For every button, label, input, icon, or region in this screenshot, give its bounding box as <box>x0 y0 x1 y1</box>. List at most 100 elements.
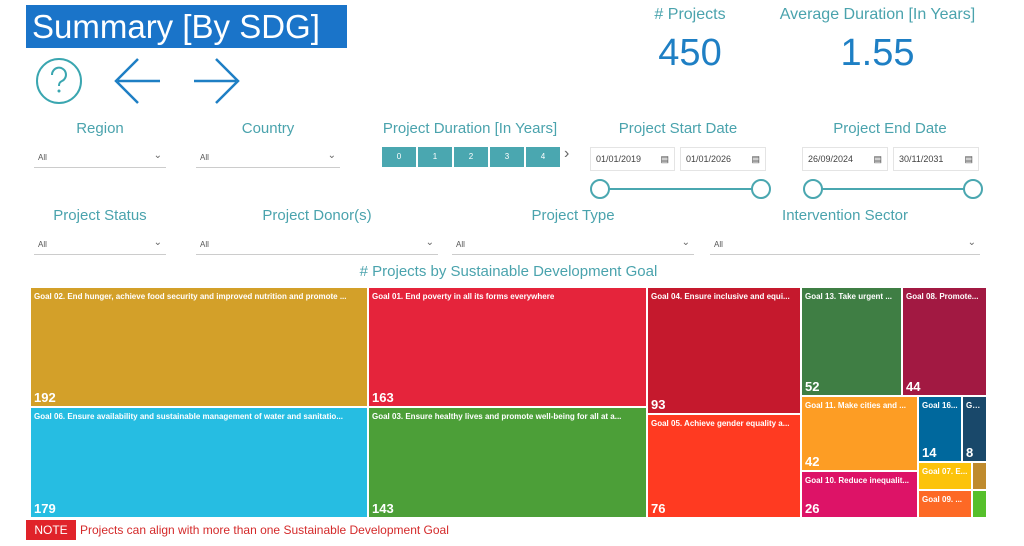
start-date-to[interactable]: 01/01/2026 ▤ <box>680 147 766 171</box>
tile-value: 192 <box>34 390 56 405</box>
treemap-tile[interactable]: Goal 13. Take urgent ... 52 <box>801 287 902 396</box>
end-to-value: 30/11/2031 <box>899 154 944 164</box>
tile-label: Goal 11. Make cities and ... <box>805 401 906 410</box>
note-badge: NOTE <box>26 520 76 540</box>
chevron-down-icon: ⌄ <box>967 237 976 248</box>
status-dropdown[interactable]: All ⌄ <box>34 235 166 255</box>
treemap-tile[interactable]: Goal 16... 14 <box>918 396 962 462</box>
duration-kpi-value: 1.55 <box>840 32 915 74</box>
country-dropdown[interactable]: All ⌄ <box>196 148 340 168</box>
chevron-down-icon: ⌄ <box>153 150 162 161</box>
tile-value: 179 <box>34 501 56 516</box>
calendar-icon: ▤ <box>873 154 882 164</box>
sector-label: Intervention Sector <box>782 207 908 224</box>
tile-label: Goal 13. Take urgent ... <box>805 292 892 301</box>
donor-dropdown[interactable]: All ⌄ <box>196 235 438 255</box>
end-date-slider[interactable] <box>813 188 973 190</box>
type-value: All <box>456 240 465 249</box>
start-date-label: Project Start Date <box>618 120 738 137</box>
page-title: Summary [By SDG] <box>26 5 347 48</box>
donor-value: All <box>200 240 209 249</box>
duration-option-2[interactable]: 2 <box>454 147 488 167</box>
duration-label: Project Duration [In Years] <box>382 120 558 137</box>
end-slider-min-handle[interactable] <box>803 179 823 199</box>
country-value: All <box>200 153 209 162</box>
treemap-tile[interactable]: Goal 04. Ensure inclusive and equi... 93 <box>647 287 801 414</box>
treemap-tile[interactable]: Goal 01. End poverty in all its forms ev… <box>368 287 647 407</box>
donor-label: Project Donor(s) <box>262 207 372 224</box>
treemap-tile[interactable]: Goal 10. Reduce inequalit... 26 <box>801 471 918 518</box>
calendar-icon: ▤ <box>751 154 760 164</box>
region-dropdown[interactable]: All ⌄ <box>34 148 166 168</box>
start-date-from[interactable]: 01/01/2019 ▤ <box>590 147 675 171</box>
treemap-tile[interactable]: Go... 8 <box>962 396 987 462</box>
start-slider-min-handle[interactable] <box>590 179 610 199</box>
arrow-left-icon <box>114 58 160 104</box>
start-slider-max-handle[interactable] <box>751 179 771 199</box>
calendar-icon: ▤ <box>660 154 669 164</box>
tile-label: Goal 06. Ensure availability and sustain… <box>34 412 343 421</box>
end-slider-max-handle[interactable] <box>963 179 983 199</box>
type-label: Project Type <box>531 207 615 224</box>
status-value: All <box>38 240 47 249</box>
sector-value: All <box>714 240 723 249</box>
end-date-label: Project End Date <box>833 120 947 137</box>
duration-option-4[interactable]: 4 <box>526 147 560 167</box>
treemap-tile[interactable]: Goal 07. E... <box>918 462 972 490</box>
chevron-down-icon: ⌄ <box>153 237 162 248</box>
tile-value: 76 <box>651 501 666 516</box>
back-button[interactable] <box>112 55 164 107</box>
calendar-icon: ▤ <box>964 154 973 164</box>
end-from-value: 26/09/2024 <box>808 154 854 164</box>
chevron-right-icon[interactable]: › <box>564 145 570 162</box>
duration-option-0[interactable]: 0 <box>382 147 416 167</box>
tile-value: 163 <box>372 390 394 405</box>
help-button[interactable] <box>33 55 85 107</box>
help-icon <box>36 58 82 104</box>
treemap-tile[interactable]: Goal 05. Achieve gender equality a... 76 <box>647 414 801 518</box>
tile-label: Goal 05. Achieve gender equality a... <box>651 419 790 428</box>
region-label: Region <box>76 120 124 137</box>
sector-dropdown[interactable]: All ⌄ <box>710 235 980 255</box>
duration-kpi-label: Average Duration [In Years] <box>779 6 976 23</box>
chart-title: # Projects by Sustainable Development Go… <box>359 263 658 280</box>
tile-value: 8 <box>966 445 974 460</box>
status-label: Project Status <box>53 207 147 224</box>
tile-label: Goal 07. E... <box>922 467 968 476</box>
tile-value: 143 <box>372 501 394 516</box>
start-date-slider[interactable] <box>600 188 760 190</box>
treemap-tile[interactable]: Goal 11. Make cities and ... 42 <box>801 396 918 471</box>
tile-value: 93 <box>651 397 666 412</box>
tile-value: 14 <box>922 445 937 460</box>
tile-label: Goal 02. End hunger, achieve food securi… <box>34 292 347 301</box>
tile-label: Goal 16... <box>922 401 958 410</box>
tile-label: Goal 09. ... <box>922 495 963 504</box>
tile-label: Goal 01. End poverty in all its forms ev… <box>372 292 555 301</box>
type-dropdown[interactable]: All ⌄ <box>452 235 694 255</box>
projects-kpi-label: # Projects <box>654 6 726 23</box>
duration-option-1[interactable]: 1 <box>418 147 452 167</box>
tile-label: Goal 10. Reduce inequalit... <box>805 476 910 485</box>
chevron-down-icon: ⌄ <box>425 237 434 248</box>
duration-option-3[interactable]: 3 <box>490 147 524 167</box>
start-to-value: 01/01/2026 <box>686 154 732 164</box>
treemap-tile[interactable]: Goal 09. ... <box>918 490 972 518</box>
treemap-tile[interactable]: Goal 08. Promote... 44 <box>902 287 987 396</box>
tile-value: 26 <box>805 501 820 516</box>
region-value: All <box>38 153 47 162</box>
forward-button[interactable] <box>190 55 242 107</box>
country-label: Country <box>241 120 295 137</box>
tile-value: 44 <box>906 379 921 394</box>
start-from-value: 01/01/2019 <box>596 154 642 164</box>
chevron-down-icon: ⌄ <box>681 237 690 248</box>
treemap-tile[interactable]: Goal 06. Ensure availability and sustain… <box>30 407 368 518</box>
treemap-tile[interactable]: Goal 02. End hunger, achieve food securi… <box>30 287 368 407</box>
treemap-tile[interactable] <box>972 490 987 518</box>
end-date-to[interactable]: 30/11/2031 ▤ <box>893 147 979 171</box>
treemap-tile[interactable]: Goal 03. Ensure healthy lives and promot… <box>368 407 647 518</box>
tile-label: Go... <box>966 401 984 410</box>
chevron-down-icon: ⌄ <box>327 150 336 161</box>
tile-value: 42 <box>805 454 820 469</box>
treemap-tile[interactable] <box>972 462 987 490</box>
end-date-from[interactable]: 26/09/2024 ▤ <box>802 147 888 171</box>
